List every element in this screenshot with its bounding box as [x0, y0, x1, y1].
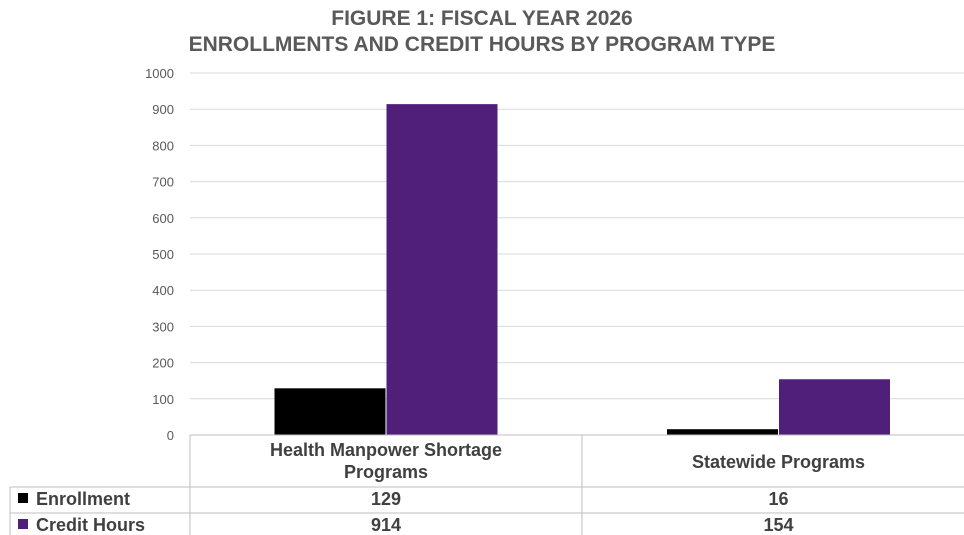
- y-tick-label: 900: [152, 102, 174, 117]
- bar-credit-hours-0: [386, 104, 498, 435]
- chart-title-line-2: ENROLLMENTS AND CREDIT HOURS BY PROGRAM …: [188, 33, 776, 56]
- data-label: 154: [763, 515, 793, 535]
- y-tick-label: 100: [152, 392, 174, 407]
- chart-title-line-1: FIGURE 1: FISCAL YEAR 2026: [331, 7, 633, 30]
- data-label: 129: [371, 489, 401, 509]
- bar-enrollment-1: [667, 429, 778, 435]
- y-tick-label: 400: [152, 283, 174, 298]
- y-tick-label: 800: [152, 138, 174, 153]
- data-label: 16: [768, 489, 788, 509]
- x-category-label: Statewide Programs: [692, 452, 865, 472]
- y-tick-label: 0: [167, 428, 174, 443]
- data-label: 914: [371, 515, 401, 535]
- legend-label: Enrollment: [36, 489, 130, 509]
- x-category-label: Programs: [344, 462, 428, 482]
- y-tick-label: 500: [152, 247, 174, 262]
- y-tick-label: 600: [152, 211, 174, 226]
- chart-title: FIGURE 1: FISCAL YEAR 2026 ENROLLMENTS A…: [0, 6, 964, 58]
- y-tick-label: 200: [152, 356, 174, 371]
- y-tick-label: 700: [152, 175, 174, 190]
- legend-label: Credit Hours: [36, 515, 145, 535]
- bar-enrollment-0: [274, 388, 386, 435]
- x-category-label: Health Manpower Shortage: [270, 440, 502, 460]
- y-tick-label: 300: [152, 319, 174, 334]
- legend-swatch-credit-hours: [18, 519, 28, 529]
- y-tick-label: 1000: [145, 66, 174, 81]
- bar-credit-hours-1: [779, 379, 890, 435]
- legend-swatch-enrollment: [18, 493, 28, 503]
